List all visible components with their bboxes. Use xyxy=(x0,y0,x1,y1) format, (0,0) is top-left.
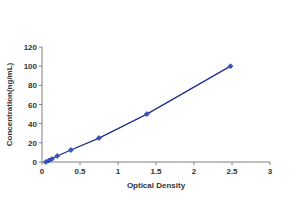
y-tick-label: 0 xyxy=(33,158,38,167)
y-tick-label: 60 xyxy=(28,101,37,110)
x-tick-label: 1.5 xyxy=(150,167,162,176)
data-point xyxy=(144,112,149,117)
x-tick-label: 2.5 xyxy=(226,167,238,176)
y-tick xyxy=(39,66,42,67)
y-tick xyxy=(39,85,42,86)
x-tick-label: 1 xyxy=(116,167,121,176)
chart: 0 20 40 60 80 100 120 0 0.5 1 1.5 2 2.5 3 Optical Dens… xyxy=(0,0,300,200)
x-tick xyxy=(156,162,157,165)
x-tick xyxy=(118,162,119,165)
x-tick xyxy=(232,162,233,165)
x-tick xyxy=(80,162,81,165)
data-line xyxy=(46,66,231,162)
chart-container: 0 20 40 60 80 100 120 0 0.5 1 1.5 2 2.5 3 Optical Dens… xyxy=(0,0,300,200)
y-tick xyxy=(39,123,42,124)
y-tick xyxy=(39,142,42,143)
x-tick-label: 2 xyxy=(192,167,197,176)
y-tick-label: 20 xyxy=(28,139,37,148)
y-tick-label: 80 xyxy=(28,81,37,90)
x-tick xyxy=(194,162,195,165)
x-axis-title: Optical Density xyxy=(127,181,186,190)
data-point xyxy=(49,157,54,162)
data-point xyxy=(55,154,60,159)
x-tick-label: 3 xyxy=(268,167,273,176)
data-point xyxy=(68,148,73,153)
data-point xyxy=(97,136,102,141)
data-point xyxy=(228,64,233,69)
y-tick xyxy=(39,47,42,48)
y-tick-label: 100 xyxy=(24,62,38,71)
y-tick-label: 40 xyxy=(28,120,37,129)
x-tick-label: 0 xyxy=(40,167,45,176)
y-tick xyxy=(39,104,42,105)
y-axis-title: Concentration(ng/mL) xyxy=(5,62,14,146)
x-tick xyxy=(270,162,271,165)
x-tick-label: 0.5 xyxy=(74,167,86,176)
x-tick xyxy=(42,162,43,165)
y-tick-label: 120 xyxy=(24,43,38,52)
plot-area xyxy=(43,64,233,165)
